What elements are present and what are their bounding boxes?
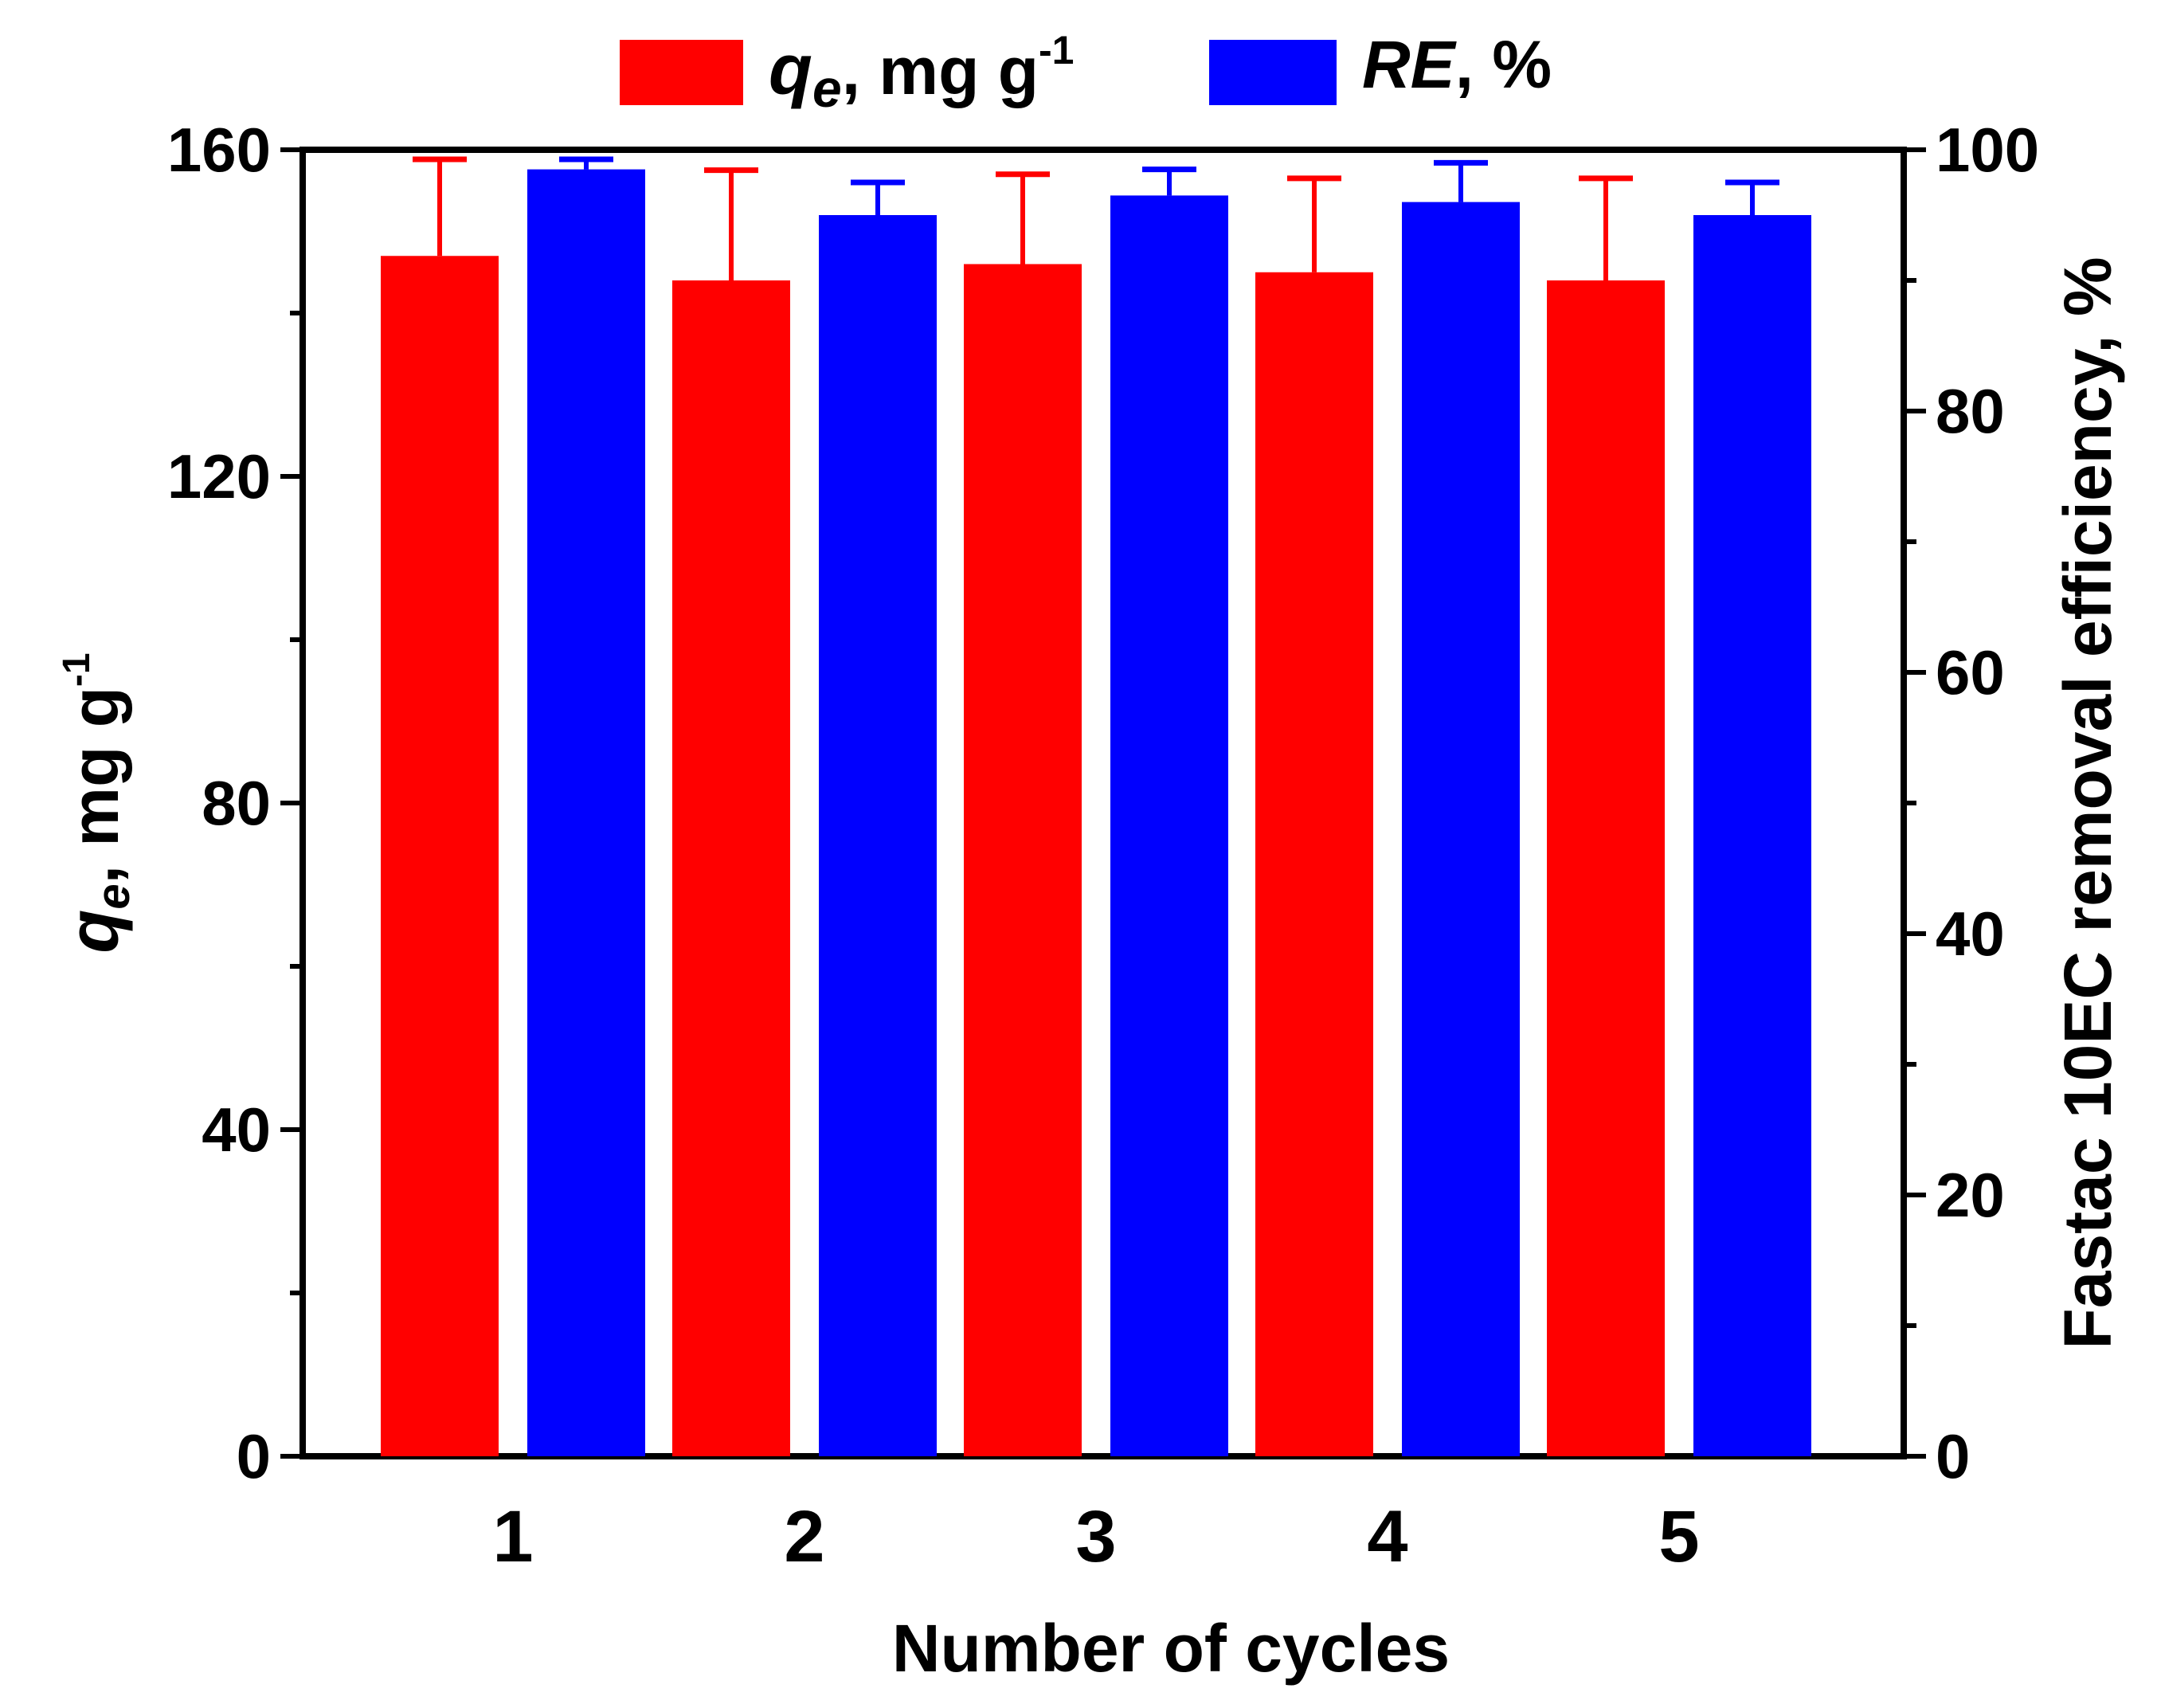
y-right-tick-label-60: 60: [1936, 637, 2005, 707]
bar-re-cycle-4: [1402, 202, 1520, 1457]
y-left-tick-label-0: 0: [237, 1421, 271, 1491]
legend-label-re: RE, %: [1362, 27, 1552, 102]
y-axis-right-title: Fastac 10EC removal efficiency, %: [2050, 257, 2125, 1349]
x-axis-title: Number of cycles: [892, 1611, 1450, 1686]
y-left-tick-label-120: 120: [167, 441, 271, 511]
y-right-tick-label-100: 100: [1936, 115, 2039, 185]
bar-re-cycle-2: [819, 215, 937, 1456]
y-right-tick-label-0: 0: [1936, 1421, 1970, 1491]
y-left-tick-label-160: 160: [167, 115, 271, 185]
x-tick-label-2: 2: [784, 1496, 824, 1577]
legend: qe, mg g-1 RE, %: [620, 27, 1552, 118]
bar-qe-cycle-2: [672, 280, 790, 1456]
x-tick-label-4: 4: [1367, 1496, 1407, 1577]
bar-qe-cycle-3: [964, 264, 1082, 1456]
ticks-layer: 1 2 3 4 5 0 40 80 120 160 0 20 40 60 80 100: [167, 115, 2039, 1577]
x-tick-label-3: 3: [1075, 1496, 1116, 1577]
legend-swatch-qe: [620, 40, 743, 105]
legend-swatch-re: [1209, 40, 1337, 105]
bar-re-cycle-5: [1693, 215, 1811, 1456]
y-left-tick-label-40: 40: [202, 1095, 271, 1165]
bar-qe-cycle-4: [1255, 272, 1373, 1456]
x-tick-label-5: 5: [1658, 1496, 1699, 1577]
legend-label-qe: qe, mg g-1: [769, 28, 1075, 118]
bar-re-cycle-3: [1110, 195, 1228, 1456]
bar-qe-cycle-5: [1547, 280, 1665, 1456]
y-axis-left-title: qe, mg g-1: [54, 652, 139, 953]
bar-qe-cycle-1: [381, 256, 499, 1456]
y-right-tick-label-40: 40: [1936, 899, 2005, 969]
bars-layer: [381, 156, 1811, 1457]
y-left-tick-label-80: 80: [202, 768, 271, 838]
y-right-tick-label-80: 80: [1936, 376, 2005, 446]
x-tick-label-1: 1: [492, 1496, 533, 1577]
bar-re-cycle-1: [527, 169, 645, 1457]
y-right-tick-label-20: 20: [1936, 1160, 2005, 1230]
